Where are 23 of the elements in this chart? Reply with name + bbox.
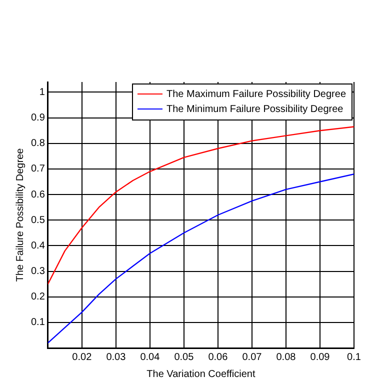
y-tick-label: 0.2 [30,292,46,303]
y-tick-label: 0.6 [30,189,46,200]
x-tick-label: 0.07 [242,352,262,363]
legend-label: The Maximum Failure Possibility Degree [166,88,346,100]
y-tick-label: 1 [39,86,46,98]
x-tick-label: 0.1 [347,352,362,363]
y-tick-label: 0.3 [30,266,46,278]
y-tick-label: 0.5 [30,214,46,226]
x-tick-label: 0.08 [276,352,296,363]
y-tick-label: 0.7 [30,164,46,175]
x-tick-label: 0.03 [106,352,126,363]
y-tick-label: 0.9 [30,112,46,124]
x-tick-label: 0.05 [174,352,194,363]
x-tick-label: 0.06 [208,352,228,363]
x-axis-title: The Variation Coefficient [146,368,256,380]
y-axis-title: The Failure Possibility Degree [14,148,26,282]
y-tick-label: 0.4 [30,240,46,252]
y-tick-label: 0.8 [30,138,46,150]
y-tick-label: 0.1 [30,317,46,328]
x-tick-label: 0.02 [72,352,92,363]
x-tick-label: 0.04 [140,352,160,363]
x-tick-label: 0.09 [310,352,330,363]
legend-label: The Minimum Failure Possibility Degree [166,104,344,115]
